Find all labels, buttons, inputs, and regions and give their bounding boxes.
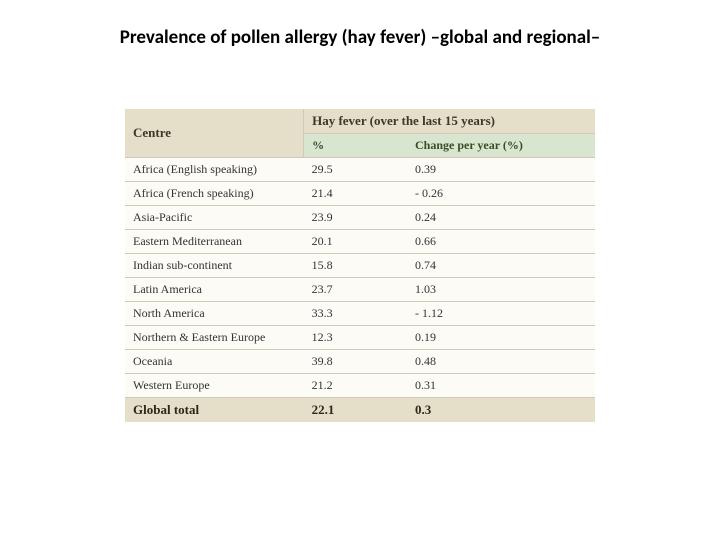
cell-percent: 20.1 — [304, 230, 407, 254]
cell-change: 0.74 — [407, 254, 595, 278]
cell-percent: 39.8 — [304, 350, 407, 374]
table-body: Africa (English speaking)29.50.39Africa … — [125, 158, 595, 398]
cell-region: Africa (English speaking) — [125, 158, 304, 182]
prevalence-table-container: Centre Hay fever (over the last 15 years… — [125, 109, 595, 422]
table-total-row: Global total 22.1 0.3 — [125, 398, 595, 423]
cell-region: Africa (French speaking) — [125, 182, 304, 206]
total-label: Global total — [125, 398, 304, 423]
table-row: Indian sub-continent15.80.74 — [125, 254, 595, 278]
table-row: North America33.3- 1.12 — [125, 302, 595, 326]
cell-region: Latin America — [125, 278, 304, 302]
prevalence-table: Centre Hay fever (over the last 15 years… — [125, 109, 595, 422]
total-change: 0.3 — [407, 398, 595, 423]
cell-percent: 12.3 — [304, 326, 407, 350]
cell-change: - 1.12 — [407, 302, 595, 326]
page-title: Prevalence of pollen allergy (hay fever)… — [0, 0, 720, 49]
table-row: Northern & Eastern Europe12.30.19 — [125, 326, 595, 350]
cell-change: 0.31 — [407, 374, 595, 398]
table-row: Africa (English speaking)29.50.39 — [125, 158, 595, 182]
table-row: Latin America23.71.03 — [125, 278, 595, 302]
cell-percent: 21.4 — [304, 182, 407, 206]
cell-change: 0.19 — [407, 326, 595, 350]
cell-percent: 15.8 — [304, 254, 407, 278]
cell-percent: 33.3 — [304, 302, 407, 326]
cell-change: - 0.26 — [407, 182, 595, 206]
cell-change: 0.39 — [407, 158, 595, 182]
cell-change: 0.48 — [407, 350, 595, 374]
col-header-centre: Centre — [125, 109, 304, 158]
col-header-change: Change per year (%) — [407, 134, 595, 158]
table-row: Eastern Mediterranean20.10.66 — [125, 230, 595, 254]
cell-percent: 29.5 — [304, 158, 407, 182]
cell-change: 0.66 — [407, 230, 595, 254]
col-header-span: Hay fever (over the last 15 years) — [304, 109, 595, 134]
cell-change: 1.03 — [407, 278, 595, 302]
table-row: Asia-Pacific23.90.24 — [125, 206, 595, 230]
cell-percent: 23.7 — [304, 278, 407, 302]
table-row: Oceania39.80.48 — [125, 350, 595, 374]
total-pct: 22.1 — [304, 398, 407, 423]
cell-region: Northern & Eastern Europe — [125, 326, 304, 350]
cell-region: Indian sub-continent — [125, 254, 304, 278]
cell-change: 0.24 — [407, 206, 595, 230]
table-row: Africa (French speaking)21.4- 0.26 — [125, 182, 595, 206]
cell-region: Oceania — [125, 350, 304, 374]
cell-percent: 23.9 — [304, 206, 407, 230]
cell-region: Eastern Mediterranean — [125, 230, 304, 254]
cell-region: Western Europe — [125, 374, 304, 398]
cell-region: North America — [125, 302, 304, 326]
col-header-percent: % — [304, 134, 407, 158]
table-row: Western Europe21.20.31 — [125, 374, 595, 398]
cell-percent: 21.2 — [304, 374, 407, 398]
cell-region: Asia-Pacific — [125, 206, 304, 230]
